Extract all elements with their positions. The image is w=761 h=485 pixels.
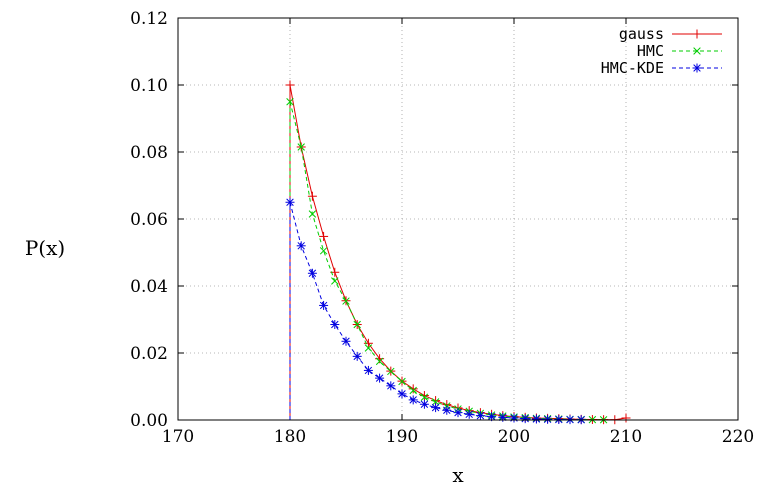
data-point	[296, 241, 306, 251]
y-tick-label: 0.12	[130, 9, 168, 29]
data-point	[297, 143, 305, 151]
data-point	[408, 395, 418, 405]
data-point	[397, 389, 407, 399]
ticks: 170 180 190 200 210 220 0.00 0.02 0.04 0.06 0.08 0.…	[130, 9, 754, 447]
data-point	[286, 98, 294, 106]
y-tick-label: 0.10	[130, 76, 168, 96]
legend-label: gauss	[619, 25, 664, 43]
data-point	[531, 414, 541, 424]
data-point	[341, 336, 351, 346]
x-tick-label: 170	[162, 427, 194, 447]
x-tick-label: 210	[610, 427, 642, 447]
data-point	[475, 411, 485, 421]
y-tick-label: 0.08	[130, 143, 168, 163]
legend-marker	[692, 63, 702, 73]
data-point	[330, 320, 340, 330]
data-point	[431, 403, 441, 413]
data-point	[509, 413, 519, 423]
x-tick-label: 200	[498, 427, 530, 447]
y-axis-title: P(x)	[25, 236, 65, 260]
data-point	[409, 386, 417, 395]
series-hmc	[286, 98, 608, 424]
data-point	[319, 231, 329, 241]
x-axis-title: x	[452, 463, 464, 485]
data-point	[353, 320, 361, 329]
data-point	[308, 210, 317, 218]
data-point	[363, 365, 373, 375]
series-hmc-kde	[285, 197, 586, 425]
data-point	[543, 414, 553, 424]
data-point	[331, 277, 339, 285]
data-point	[387, 367, 395, 376]
data-point	[285, 197, 295, 207]
legend-marker	[692, 29, 702, 39]
data-point	[398, 377, 406, 386]
data-point	[408, 384, 418, 394]
y-tick-label: 0.06	[130, 210, 168, 230]
legend-label: HMC-KDE	[601, 59, 664, 77]
data-point	[364, 344, 373, 352]
data-point	[319, 300, 329, 310]
series-line	[289, 202, 582, 421]
data-point	[307, 191, 317, 201]
data-point	[375, 357, 384, 366]
plot-area-frame	[177, 17, 739, 421]
series-gauss	[285, 80, 631, 425]
data-point	[420, 393, 429, 401]
data-point	[375, 373, 385, 383]
y-tick-label: 0.02	[130, 344, 168, 364]
data-point	[285, 80, 295, 90]
data-point	[431, 398, 440, 406]
data-point	[319, 247, 328, 255]
grid	[178, 18, 738, 420]
data-point	[363, 338, 373, 348]
series-layer	[285, 80, 631, 425]
x-tick-label: 220	[722, 427, 754, 447]
data-point	[464, 409, 474, 419]
data-point	[554, 414, 564, 424]
series-line	[289, 101, 604, 421]
data-point	[352, 351, 362, 361]
legend-label: HMC	[637, 42, 664, 60]
y-tick-label: 0.04	[130, 277, 168, 297]
data-point	[442, 405, 452, 415]
x-tick-label: 190	[386, 427, 418, 447]
series-line	[289, 84, 627, 421]
x-tick-label: 180	[274, 427, 306, 447]
data-point	[419, 399, 429, 409]
data-point	[453, 408, 463, 418]
data-point	[621, 413, 631, 423]
data-point	[386, 381, 396, 391]
data-point	[307, 268, 317, 278]
data-point	[520, 414, 530, 424]
y-tick-label: 0.00	[130, 411, 168, 431]
legend-marker	[693, 47, 701, 55]
data-point	[342, 297, 350, 305]
